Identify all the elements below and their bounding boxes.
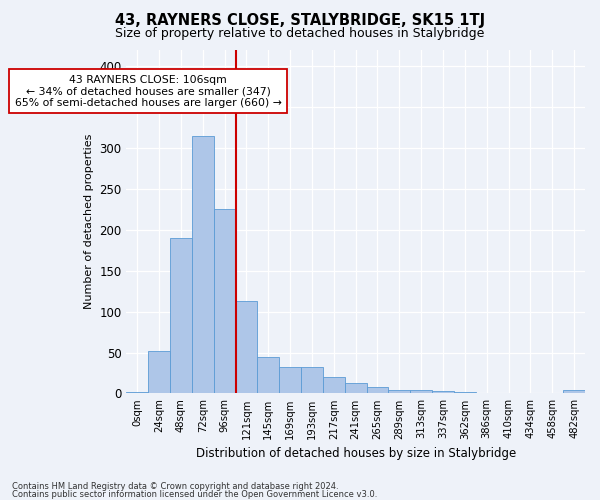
Text: 43 RAYNERS CLOSE: 106sqm
← 34% of detached houses are smaller (347)
65% of semi-: 43 RAYNERS CLOSE: 106sqm ← 34% of detach… xyxy=(15,74,281,108)
Bar xyxy=(367,387,388,394)
Y-axis label: Number of detached properties: Number of detached properties xyxy=(83,134,94,310)
Bar xyxy=(563,390,585,394)
X-axis label: Distribution of detached houses by size in Stalybridge: Distribution of detached houses by size … xyxy=(196,447,516,460)
Text: Contains public sector information licensed under the Open Government Licence v3: Contains public sector information licen… xyxy=(12,490,377,499)
Bar xyxy=(410,390,432,394)
Bar xyxy=(301,368,323,394)
Bar xyxy=(192,136,214,394)
Bar xyxy=(345,383,367,394)
Bar xyxy=(323,377,345,394)
Bar xyxy=(454,392,476,394)
Bar xyxy=(388,390,410,394)
Bar xyxy=(432,391,454,394)
Bar xyxy=(236,301,257,394)
Bar xyxy=(279,368,301,394)
Text: Size of property relative to detached houses in Stalybridge: Size of property relative to detached ho… xyxy=(115,28,485,40)
Text: Contains HM Land Registry data © Crown copyright and database right 2024.: Contains HM Land Registry data © Crown c… xyxy=(12,482,338,491)
Bar xyxy=(214,210,236,394)
Bar xyxy=(126,392,148,394)
Bar xyxy=(170,238,192,394)
Bar xyxy=(257,356,279,394)
Bar xyxy=(148,351,170,394)
Text: 43, RAYNERS CLOSE, STALYBRIDGE, SK15 1TJ: 43, RAYNERS CLOSE, STALYBRIDGE, SK15 1TJ xyxy=(115,12,485,28)
